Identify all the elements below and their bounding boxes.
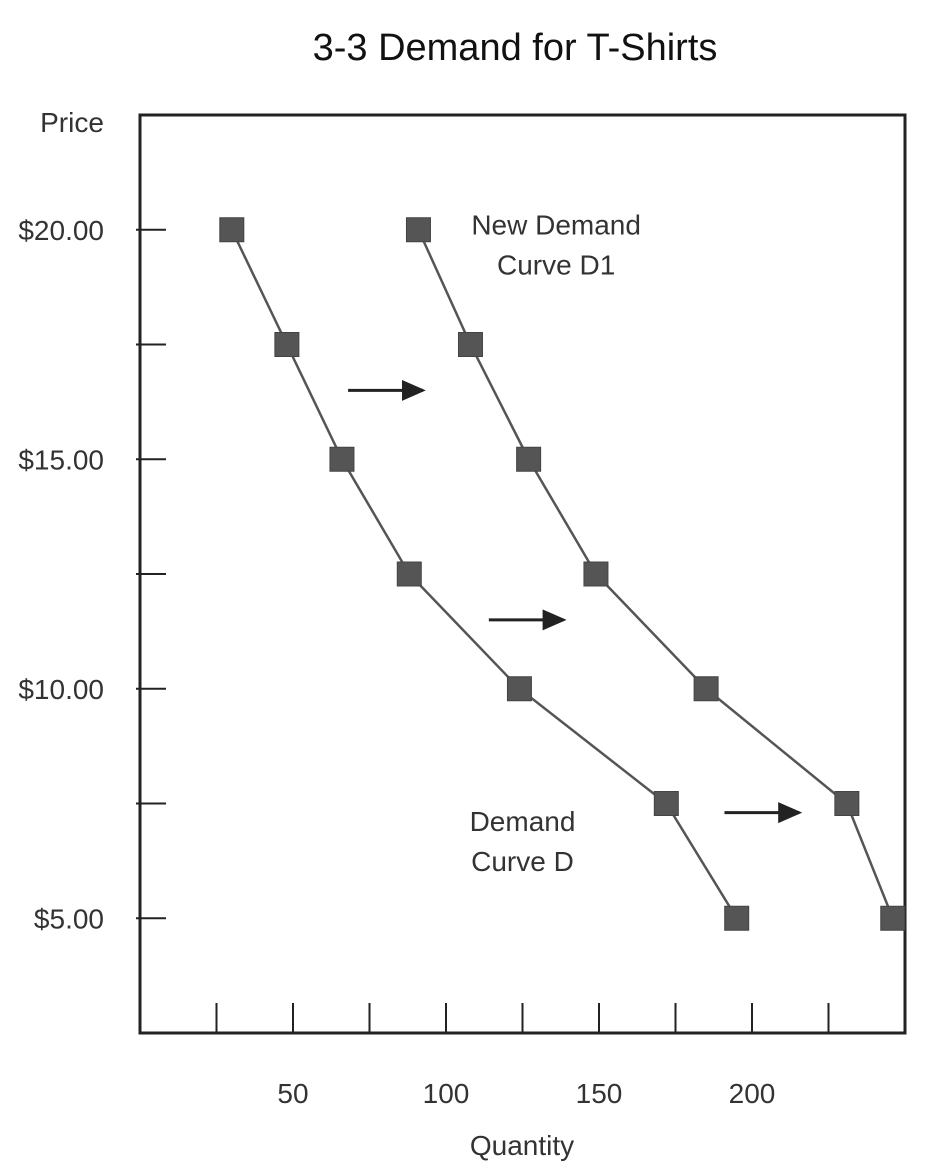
data-point-demand-d1: [457, 332, 483, 357]
data-point-demand-d1: [693, 676, 719, 702]
data-point-demand-d: [219, 217, 245, 243]
y-axis-ticks: [136, 228, 166, 920]
y-tick-label: $15.00: [18, 444, 104, 475]
shift-arrows: [348, 379, 803, 824]
y-axis-tick-labels: $20.00 $15.00 $10.00 $5.00: [18, 215, 104, 935]
y-tick-label: $20.00: [18, 215, 104, 246]
x-tick-label: 200: [729, 1078, 776, 1109]
x-tick-label: 50: [277, 1078, 308, 1109]
chart-title: 3-3 Demand for T-Shirts: [313, 27, 718, 69]
series-markers: [219, 217, 906, 931]
data-point-demand-d: [506, 676, 532, 702]
data-point-demand-d1: [834, 791, 860, 816]
data-point-demand-d1: [516, 446, 542, 472]
data-point-demand-d: [724, 905, 750, 931]
x-tick-label: 150: [576, 1078, 623, 1109]
y-axis-label: Price: [40, 107, 104, 138]
data-point-demand-d: [653, 791, 679, 816]
data-point-demand-d: [274, 332, 300, 357]
data-point-demand-d1: [880, 905, 906, 931]
y-tick-label: $10.00: [18, 674, 104, 705]
x-axis-ticks: [215, 1003, 830, 1033]
data-point-demand-d: [329, 446, 355, 472]
annotation-new-demand-curve-d1: New Demand Curve D1: [471, 209, 641, 280]
curve-annotations: New Demand Curve D1 Demand Curve D: [470, 209, 641, 877]
data-point-demand-d: [396, 561, 422, 587]
y-tick-label: $5.00: [34, 903, 104, 934]
data-point-demand-d1: [405, 217, 431, 243]
annotation-demand-curve-d: Demand Curve D: [470, 806, 576, 877]
x-axis-label: Quantity: [470, 1130, 574, 1161]
x-axis-tick-labels: 50 100 150 200: [277, 1078, 775, 1109]
x-tick-label: 100: [423, 1078, 470, 1109]
data-point-demand-d1: [583, 561, 609, 587]
